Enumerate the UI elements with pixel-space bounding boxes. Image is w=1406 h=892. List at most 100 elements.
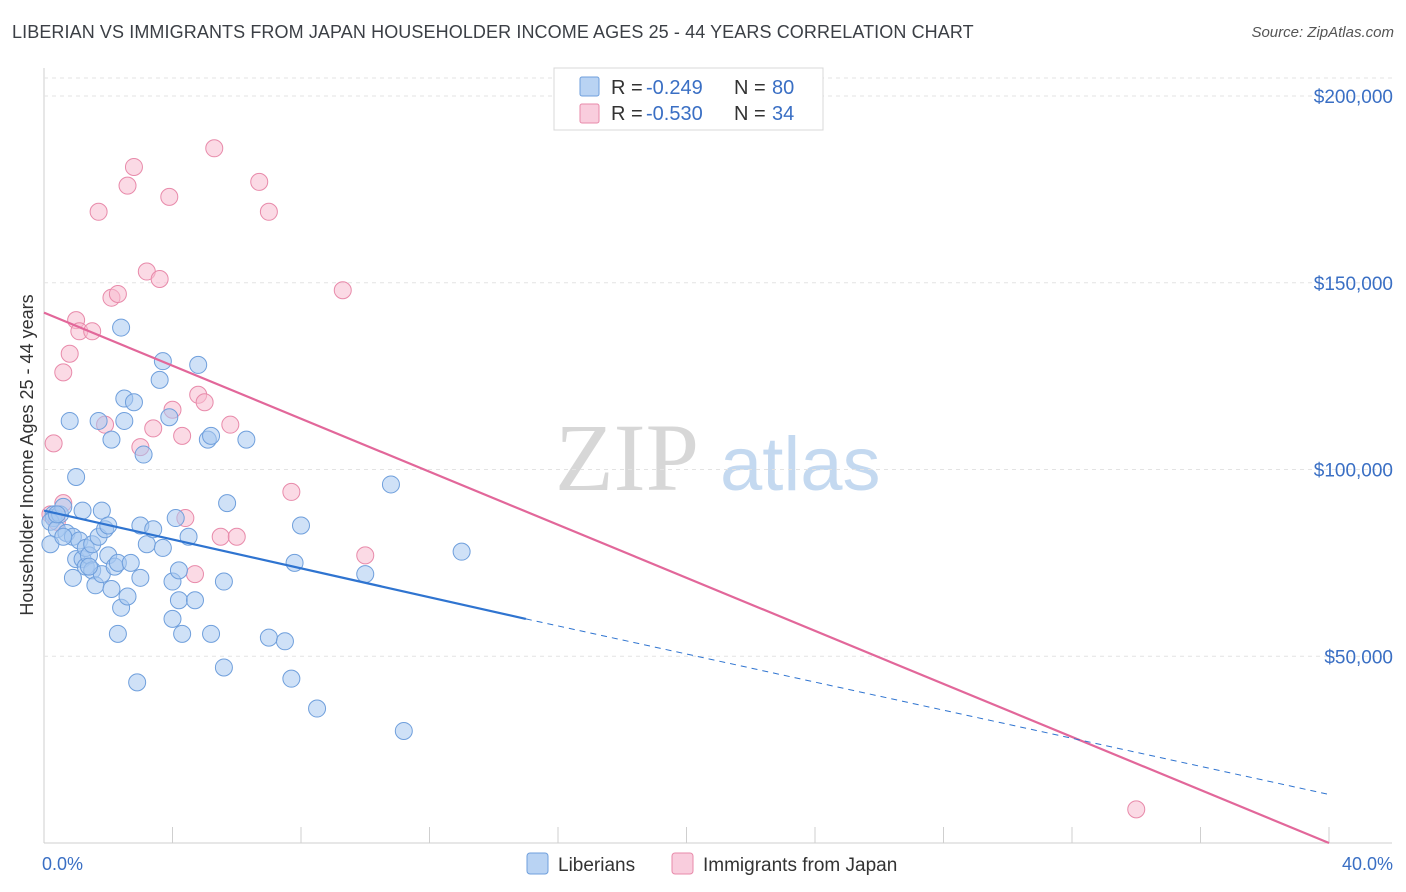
gridlines [44,77,1392,657]
x-tick-label-max: 40.0% [1342,854,1393,874]
liberian-point [185,591,204,610]
y-tick-labels: $50,000 $100,000 $150,000 $200,000 [1314,87,1393,668]
japan-point [44,434,63,453]
japan-point [173,426,192,445]
stats-legend: R = -0.249 N = 80 R = -0.530 N = 34 [553,67,824,131]
legend-label-liberians: Liberians [558,855,635,876]
liberian-point [282,669,301,688]
japan-point [118,176,137,195]
japan-point [282,482,301,501]
liberian-point [169,591,188,610]
japan-point [185,565,204,584]
liberian-point [173,624,192,643]
japan-point [54,363,73,382]
liberian-point [121,553,140,572]
stats-n-value-liberians: 80 [772,77,794,99]
liberian-point [118,587,137,606]
japan-point [60,344,79,363]
japan-point [1127,800,1146,819]
y-tick-label: $150,000 [1314,274,1393,295]
liberian-point [150,370,169,389]
liberian-point [115,411,134,430]
liberian-point [92,501,111,520]
japan-point [333,281,352,300]
liberian-point [124,393,143,412]
y-tick-label: $50,000 [1324,647,1393,668]
stats-n-label-liberians: N = [734,77,766,99]
legend-swatch-japan [671,852,694,875]
liberian-point [214,572,233,591]
liberian-point [275,632,294,651]
bottom-legend: Liberians Immigrants from Japan [526,852,897,876]
stats-r-label-japan: R = [611,103,643,125]
japan-point [144,419,163,438]
japan-point [250,172,269,191]
japan-points [41,139,1146,819]
liberian-point [128,673,147,692]
chart-title: LIBERIAN VS IMMIGRANTS FROM JAPAN HOUSEH… [12,22,974,42]
liberian-point [63,568,82,587]
japan-point [221,415,240,434]
japan-point [195,393,214,412]
watermark-zip: ZIP [555,404,699,511]
x-tick-label-min: 0.0% [42,854,83,874]
liberian-point [131,568,150,587]
liberian-point [189,355,208,374]
japan-point [259,202,278,221]
japan-point [150,270,169,289]
liberian-point [112,318,131,337]
japan-point [227,527,246,546]
liberian-point [153,538,172,557]
liberian-point [163,609,182,628]
japan-point [83,322,102,341]
watermark-atlas: atlas [720,422,881,507]
y-tick-label: $100,000 [1314,461,1393,482]
source-credit: Source: ZipAtlas.com [1251,24,1394,41]
legend-swatch-liberians [526,852,549,875]
liberian-trend-extension [525,618,1330,795]
liberian-point [73,501,92,520]
liberian-trend-line [43,509,527,620]
stats-legend-swatch-liberians [579,76,600,97]
liberian-point [202,426,221,445]
liberian-point [292,516,310,535]
liberian-point [202,624,221,643]
japan-point [211,527,230,546]
liberian-point [134,445,153,464]
liberian-point [356,565,375,584]
liberian-point [79,557,98,576]
liberian-point [60,411,79,430]
liberian-point [166,509,185,528]
liberian-point [54,527,73,546]
liberian-point [381,475,400,494]
stats-n-label-japan: N = [734,103,766,125]
japan-point [205,139,224,158]
stats-r-value-japan: -0.530 [646,103,703,125]
liberian-point [102,580,121,599]
stats-r-label-liberians: R = [611,77,643,99]
stats-legend-swatch-japan [579,103,600,124]
liberian-point [259,628,278,647]
stats-r-value-liberians: -0.249 [646,77,703,99]
liberian-points [41,318,471,740]
japan-point [356,546,375,565]
liberian-point [214,658,233,677]
japan-point [108,284,127,303]
liberian-point [179,527,198,546]
legend-label-japan: Immigrants from Japan [703,855,897,876]
liberian-point [89,411,108,430]
liberian-point [108,624,127,643]
liberian-point [308,699,327,718]
liberian-point [218,494,237,513]
trend-lines [43,311,1330,845]
y-axis-label: Householder Income Ages 25 - 44 years [17,294,37,615]
liberian-point [137,535,156,554]
liberian-point [394,721,413,740]
liberian-point [67,467,86,486]
liberian-point [102,430,121,449]
y-tick-label: $200,000 [1314,87,1393,108]
liberian-point [169,561,188,580]
japan-point [124,157,143,176]
x-ticks [172,827,1330,843]
